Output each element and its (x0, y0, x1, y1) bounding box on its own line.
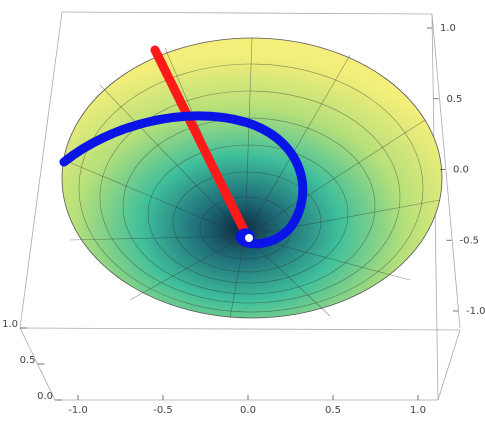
z-tick-label: -0.5 (460, 235, 480, 246)
z-tick-label: -1.0 (466, 306, 485, 317)
red-path (150, 45, 250, 237)
z-tick-label: 0.0 (453, 165, 469, 176)
z-tick-label: 0.5 (447, 94, 463, 105)
y-tick-label: 1.0 (2, 319, 18, 330)
x-tick-label: 0.5 (325, 405, 341, 416)
y-tick-label: 0.5 (20, 355, 36, 366)
x-tick-label: 1.0 (410, 405, 426, 416)
y-tick-label: 0.0 (37, 391, 53, 402)
x-tick-label: -1.0 (68, 405, 88, 416)
x-tick-label: 0.0 (240, 405, 256, 416)
x-tick-label: -0.5 (153, 405, 173, 416)
surface (61, 37, 443, 319)
blue-spiral (59, 111, 308, 249)
z-tick-label: 1.0 (440, 23, 456, 34)
origin-point (245, 234, 253, 242)
